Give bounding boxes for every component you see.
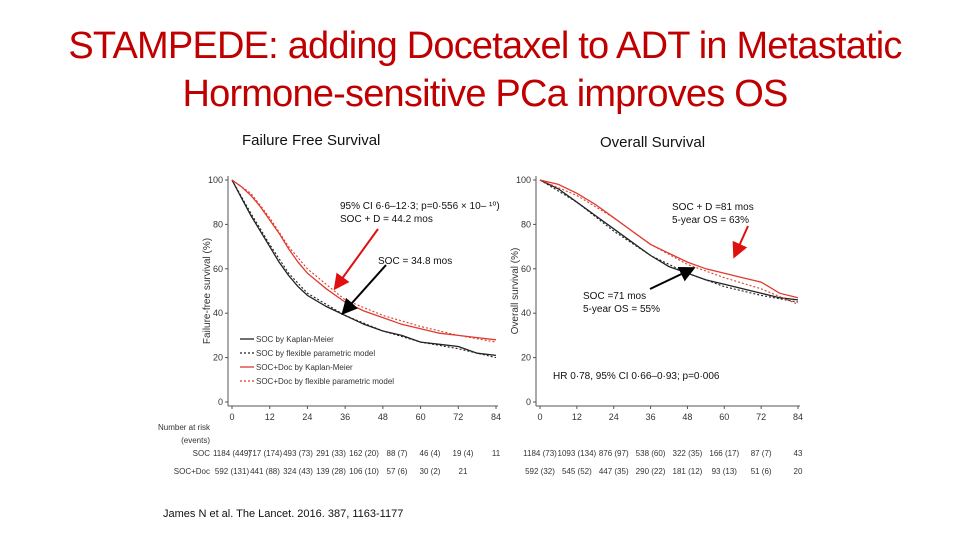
ffs-risk-value: 291 (33)	[316, 449, 346, 458]
os-y-tick-label: 60	[521, 264, 531, 274]
os-y-tick-label: 0	[526, 397, 531, 407]
ffs-risk-value: 30 (2)	[420, 467, 441, 476]
ffs-risk-value: 717 (174)	[248, 449, 283, 458]
os-risk-value: 93 (13)	[712, 467, 738, 476]
os-risk-value: 290 (22)	[636, 467, 666, 476]
os-risk-value: 1184 (73)	[523, 449, 557, 458]
ffs-risk-value: 441 (88)	[250, 467, 280, 476]
os-risk-value: 538 (60)	[636, 449, 666, 458]
legend-item: SOC by flexible parametric model	[256, 349, 375, 358]
legend-item: SOC by Kaplan-Meier	[256, 335, 334, 344]
ffs-ci-annotation: 95% CI 6·6–12·3; p=0·556 × 10– ¹⁰)	[340, 201, 500, 212]
risk-table-label: Number at risk	[158, 423, 211, 432]
ffs-x-tick-label: 84	[491, 412, 501, 422]
os-hr-annotation: HR 0·78, 95% CI 0·66–0·93; p=0·006	[553, 371, 720, 382]
ffs-x-tick-label: 12	[265, 412, 275, 422]
os-x-tick-label: 84	[793, 412, 803, 422]
ffs-series-0-line	[231, 179, 497, 357]
os-risk-value: 1093 (134)	[558, 449, 597, 458]
ffs-risk-value: 19 (4)	[453, 449, 474, 458]
ffs-risk-value: 88 (7)	[387, 449, 408, 458]
ffs-risk-value: 11	[492, 449, 501, 458]
slide-title-line-2: Hormone-sensitive PCa improves OS	[182, 73, 788, 115]
ffs-risk-value: 21	[459, 467, 468, 476]
os-x-tick-label: 72	[756, 412, 766, 422]
os-series-0-line	[539, 179, 799, 301]
ffs-risk-value: 1184 (449)	[213, 449, 251, 458]
citation: James N et al. The Lancet. 2016. 387, 11…	[163, 508, 404, 520]
risk-row-label: SOC+Doc	[174, 467, 210, 476]
ffs-socd-arrow	[333, 228, 379, 291]
ffs-soc-annotation: SOC = 34.8 mos	[378, 256, 453, 267]
os-risk-value: 876 (97)	[599, 449, 629, 458]
slide-title-line-1: STAMPEDE: adding Docetaxel to ADT in Met…	[68, 25, 902, 67]
ffs-risk-value: 57 (6)	[387, 467, 408, 476]
ffs-series-1-line	[231, 179, 497, 359]
ffs-risk-value: 493 (73)	[283, 449, 313, 458]
os-x-tick-label: 24	[609, 412, 619, 422]
risk-table-sublabel: (events)	[181, 436, 210, 445]
os-x-tick-label: 12	[572, 412, 582, 422]
ffs-x-tick-label: 72	[453, 412, 463, 422]
legend-item: SOC+Doc by flexible parametric model	[256, 377, 394, 386]
os-series-2-line	[539, 179, 799, 299]
ffs-risk-value: 162 (20)	[349, 449, 379, 458]
os-risk-value: 545 (52)	[562, 467, 592, 476]
os-soc-annotation-1: SOC =71 mos	[583, 291, 647, 302]
os-y-tick-label: 40	[521, 308, 531, 318]
ffs-y-tick-label: 0	[218, 397, 223, 407]
ffs-series-3-line	[231, 179, 497, 343]
ffs-x-tick-label: 60	[416, 412, 426, 422]
os-y-axis-label: Overall survival (%)	[510, 248, 521, 335]
ffs-soc-arrow	[341, 264, 387, 315]
ffs-socd-annotation: SOC + D = 44.2 mos	[340, 214, 433, 225]
risk-row-label: SOC	[193, 449, 211, 458]
ffs-risk-value: 324 (43)	[283, 467, 313, 476]
os-y-tick-label: 100	[516, 175, 531, 185]
os-x-tick-label: 36	[646, 412, 656, 422]
os-risk-value: 592 (32)	[525, 467, 555, 476]
os-x-tick-label: 0	[537, 412, 542, 422]
os-risk-value: 181 (12)	[673, 467, 703, 476]
os-risk-value: 447 (35)	[599, 467, 629, 476]
os-x-tick-label: 48	[682, 412, 692, 422]
os-risk-value: 87 (7)	[751, 449, 772, 458]
ffs-risk-value: 592 (131)	[215, 467, 250, 476]
ffs-y-tick-label: 40	[213, 308, 223, 318]
os-risk-value: 51 (6)	[751, 467, 772, 476]
ffs-chart-title: Failure Free Survival	[242, 132, 381, 149]
os-y-tick-label: 80	[521, 219, 531, 229]
ffs-series-2-line	[231, 179, 497, 341]
ffs-risk-value: 139 (28)	[316, 467, 346, 476]
ffs-y-tick-label: 100	[208, 175, 223, 185]
os-y-tick-label: 20	[521, 353, 531, 363]
ffs-x-tick-label: 0	[229, 412, 234, 422]
os-risk-value: 322 (35)	[673, 449, 703, 458]
os-risk-value: 43	[794, 449, 803, 458]
ffs-x-tick-label: 48	[378, 412, 388, 422]
os-socd-annotation-1: SOC + D =81 mos	[672, 202, 754, 213]
os-series-3-line	[539, 179, 799, 305]
os-risk-value: 20	[794, 467, 803, 476]
ffs-x-tick-label: 36	[340, 412, 350, 422]
os-risk-value: 166 (17)	[709, 449, 739, 458]
ffs-risk-value: 106 (10)	[349, 467, 379, 476]
os-chart-title: Overall Survival	[600, 134, 706, 151]
ffs-y-tick-label: 60	[213, 264, 223, 274]
os-soc-arrow	[649, 266, 696, 290]
os-soc-annotation-2: 5-year OS = 55%	[583, 304, 660, 315]
ffs-y-tick-label: 80	[213, 219, 223, 229]
os-socd-arrow	[732, 225, 749, 259]
os-x-tick-label: 60	[719, 412, 729, 422]
os-series-1-line	[539, 179, 799, 303]
os-socd-annotation-2: 5-year OS = 63%	[672, 215, 749, 226]
legend-item: SOC+Doc by Kaplan-Meier	[256, 363, 353, 372]
ffs-risk-value: 46 (4)	[420, 449, 441, 458]
slide-title: STAMPEDE: adding Docetaxel to ADT in Met…	[40, 22, 930, 118]
ffs-y-tick-label: 20	[213, 353, 223, 363]
ffs-y-axis-label: Failure-free survival (%)	[202, 238, 213, 344]
ffs-x-tick-label: 24	[302, 412, 312, 422]
